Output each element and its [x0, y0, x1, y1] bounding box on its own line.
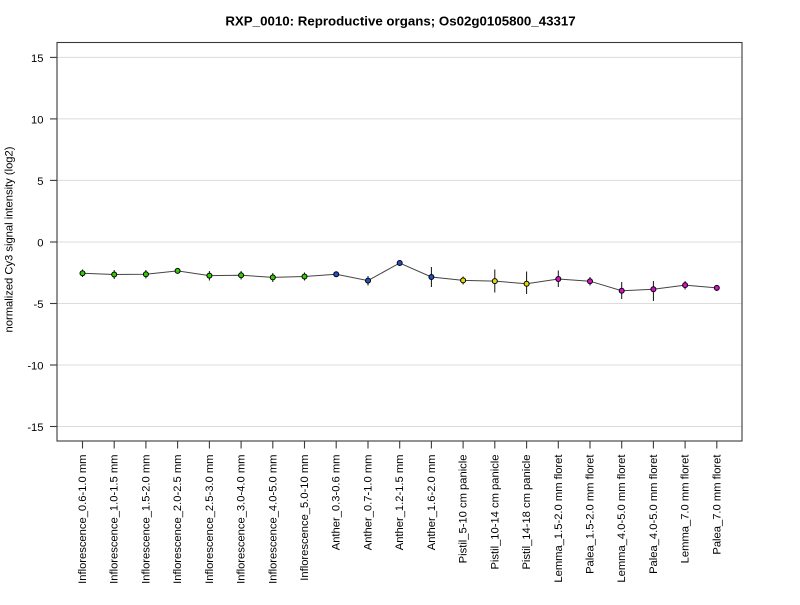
svg-text:Inflorescence_4.0-5.0 mm: Inflorescence_4.0-5.0 mm	[267, 455, 279, 584]
svg-text:-10: -10	[27, 361, 43, 373]
svg-text:Anther_0.3-0.6 mm: Anther_0.3-0.6 mm	[331, 455, 343, 551]
svg-text:Anther_0.7-1.0 mm: Anther_0.7-1.0 mm	[363, 455, 375, 551]
svg-text:Inflorescence_5.0-10 mm: Inflorescence_5.0-10 mm	[299, 455, 311, 581]
svg-text:Anther_1.2-1.5 mm: Anther_1.2-1.5 mm	[394, 455, 406, 551]
svg-text:Inflorescence_2.5-3.0 mm: Inflorescence_2.5-3.0 mm	[204, 455, 216, 584]
svg-text:Inflorescence_3.0-4.0 mm: Inflorescence_3.0-4.0 mm	[236, 455, 248, 584]
svg-text:Inflorescence_1.0-1.5 mm: Inflorescence_1.0-1.5 mm	[109, 455, 121, 584]
svg-text:Palea_7.0 mm floret: Palea_7.0 mm floret	[711, 454, 723, 555]
svg-text:Inflorescence_1.5-2.0 mm: Inflorescence_1.5-2.0 mm	[140, 455, 152, 584]
svg-text:normalized Cy3 signal intensit: normalized Cy3 signal intensity (log2)	[4, 146, 16, 332]
svg-text:Palea_4.0-5.0 mm floret: Palea_4.0-5.0 mm floret	[648, 454, 660, 574]
svg-text:Anther_1.6-2.0 mm: Anther_1.6-2.0 mm	[426, 455, 438, 551]
svg-text:-15: -15	[27, 422, 43, 434]
svg-text:Pistil_5-10 cm panicle: Pistil_5-10 cm panicle	[458, 455, 470, 564]
svg-text:Lemma_1.5-2.0 mm floret: Lemma_1.5-2.0 mm floret	[553, 454, 565, 583]
svg-text:Pistil_14-18 cm panicle: Pistil_14-18 cm panicle	[521, 455, 533, 570]
svg-text:Inflorescence_2.0-2.5 mm: Inflorescence_2.0-2.5 mm	[172, 455, 184, 584]
svg-text:Palea_1.5-2.0 mm floret: Palea_1.5-2.0 mm floret	[585, 454, 597, 574]
svg-text:Lemma_4.0-5.0 mm floret: Lemma_4.0-5.0 mm floret	[616, 454, 628, 583]
svg-text:5: 5	[37, 176, 43, 188]
svg-text:10: 10	[31, 115, 43, 127]
svg-text:Inflorescence_0.6-1.0 mm: Inflorescence_0.6-1.0 mm	[77, 455, 89, 584]
svg-text:-5: -5	[34, 299, 44, 311]
svg-text:Pistil_10-14 cm panicle: Pistil_10-14 cm panicle	[489, 455, 501, 570]
svg-text:0: 0	[37, 238, 43, 250]
svg-text:15: 15	[31, 53, 43, 65]
svg-text:RXP_0010: Reproductive organs;: RXP_0010: Reproductive organs; Os02g0105…	[225, 14, 575, 29]
svg-text:Lemma_7.0 mm floret: Lemma_7.0 mm floret	[680, 454, 692, 564]
